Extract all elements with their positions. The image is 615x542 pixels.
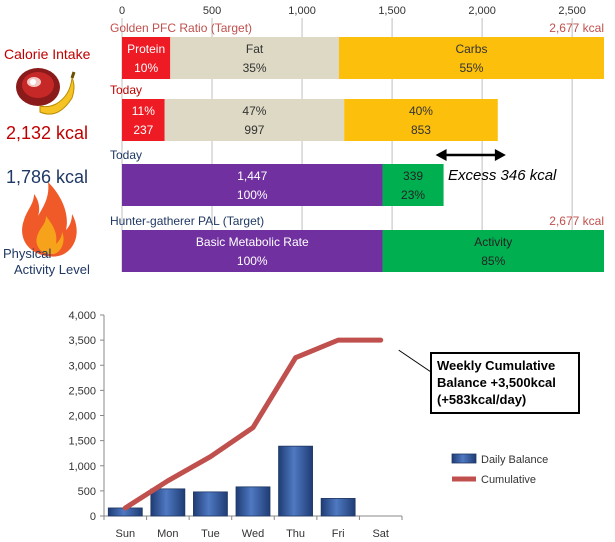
bottom-chart-axes: 0 500 1,000 1,500 2,000 2,500 3,000 3,500 4,000 S…	[68, 310, 403, 540]
bottom-y-tick-label: 1,000	[68, 461, 96, 473]
pal-value: 1,786 kcal	[6, 167, 88, 187]
top-segment-label-1: Activity	[474, 235, 512, 249]
top-row-total-label: 2,677 kcal	[549, 214, 604, 228]
top-segment-label-2: 237	[133, 123, 153, 137]
top-segment-label-1: 47%	[242, 104, 266, 118]
meat-icon	[16, 68, 60, 106]
excess-arrowhead-left	[435, 149, 447, 161]
top-chart-x-axis: 0 500 1,000 1,500 2,000 2,500	[119, 5, 586, 17]
legend-daily-balance-label: Daily Balance	[481, 454, 548, 466]
pal-label-line1: Physical	[3, 246, 52, 261]
bottom-x-tick-label: Wed	[242, 528, 264, 540]
top-bar-segment	[382, 230, 604, 272]
top-chart-row-labels: Golden PFC Ratio (Target) 2,677 kcal Today…	[110, 21, 604, 228]
bottom-y-tick-label: 2,000	[68, 411, 96, 423]
excess-label: Excess 346 kcal	[448, 167, 557, 184]
bottom-y-tick-label: 3,000	[68, 360, 96, 372]
top-x-tick-label: 0	[119, 5, 125, 17]
bottom-chart-cumulative-line	[122, 337, 432, 511]
calorie-intake-value: 2,132 kcal	[6, 123, 88, 143]
legend-cumulative-label: Cumulative	[481, 474, 536, 486]
top-bar-segment	[338, 37, 604, 79]
bottom-x-tick-label: Sat	[372, 528, 389, 540]
cumulative-line	[122, 337, 384, 511]
banana-icon	[39, 71, 76, 115]
callout-pointer	[398, 349, 432, 373]
legend-daily-balance-swatch	[451, 453, 477, 464]
top-bar-segment	[170, 37, 339, 79]
daily-balance-bar	[235, 486, 271, 517]
top-segment-label-2: 85%	[481, 254, 505, 268]
top-segment-label-2: 55%	[459, 61, 483, 75]
top-bar-segment	[122, 99, 165, 141]
bottom-y-tick-label: 4,000	[68, 310, 96, 322]
top-bar-segment	[382, 164, 444, 206]
top-bar-segment	[344, 99, 498, 141]
bottom-x-tick-label: Tue	[201, 528, 220, 540]
daily-balance-bar	[193, 491, 228, 517]
top-segment-label-1: Protein	[127, 42, 165, 56]
top-row-label: Today	[110, 148, 142, 162]
top-segment-label-2: 100%	[237, 254, 268, 268]
top-row-label: Golden PFC Ratio (Target)	[110, 21, 252, 35]
callout-line1: Weekly Cumulative	[437, 358, 556, 373]
top-segment-label-2: 23%	[401, 188, 425, 202]
top-row-total-label: 2,677 kcal	[549, 21, 604, 35]
top-bar-segment	[164, 99, 345, 141]
top-chart-bars: Protein 10% Fat 35% Carbs 55% 11% 237 47% 997 40% 8…	[122, 37, 604, 272]
excess-annotation: Excess 346 kcal	[435, 149, 557, 184]
top-bar-segment	[122, 164, 383, 206]
bottom-x-tick-label: Fri	[332, 528, 345, 540]
top-segment-label-2: 10%	[134, 61, 158, 75]
top-segment-label-2: 35%	[243, 61, 267, 75]
bottom-chart-legend: Daily Balance Cumulative	[451, 453, 548, 486]
bottom-y-tick-label: 0	[90, 511, 96, 523]
top-segment-label-1: 11%	[132, 104, 155, 118]
top-segment-label-1: 339	[403, 169, 423, 183]
top-segment-label-1: 1,447	[237, 169, 267, 183]
calorie-intake-label: Calorie Intake	[4, 46, 91, 62]
daily-balance-bar	[320, 498, 356, 517]
fire-icon	[22, 182, 77, 257]
top-segment-label-2: 997	[244, 123, 264, 137]
top-x-tick-label: 1,000	[288, 5, 316, 17]
top-x-tick-label: 1,500	[378, 5, 406, 17]
top-bar-segment	[122, 230, 383, 272]
pal-label-line2: Activity Level	[14, 262, 90, 277]
daily-balance-bar	[150, 488, 186, 517]
bottom-y-tick-label: 2,500	[68, 385, 96, 397]
top-bar-segment	[122, 37, 171, 79]
daily-balance-bar	[278, 445, 313, 517]
excess-arrowhead-right	[494, 149, 506, 161]
top-segment-label-2: 853	[411, 123, 431, 137]
bottom-chart-bars	[107, 445, 356, 517]
bottom-y-tick-label: 3,500	[68, 335, 96, 347]
top-segment-label-2: 100%	[237, 188, 268, 202]
top-segment-label-1: Basic Metabolic Rate	[196, 235, 309, 249]
bottom-y-tick-label: 1,500	[68, 436, 96, 448]
top-row-label: Today	[110, 83, 142, 97]
bottom-x-tick-label: Mon	[157, 528, 178, 540]
bottom-x-tick-label: Thu	[286, 528, 305, 540]
top-segment-label-1: 40%	[409, 104, 433, 118]
top-row-label: Hunter-gatherer PAL (Target)	[110, 214, 264, 228]
top-x-tick-label: 500	[203, 5, 221, 17]
top-x-tick-label: 2,000	[468, 5, 496, 17]
top-segment-label-1: Fat	[246, 42, 264, 56]
bottom-y-tick-label: 500	[78, 486, 96, 498]
top-x-tick-label: 2,500	[558, 5, 586, 17]
callout-line3: (+583kcal/day)	[437, 392, 527, 407]
bottom-x-tick-label: Sun	[115, 528, 135, 540]
top-segment-label-1: Carbs	[455, 42, 487, 56]
callout-line2: Balance +3,500kcal	[437, 375, 556, 390]
weekly-balance-callout: Weekly Cumulative Balance +3,500kcal (+5…	[430, 352, 580, 414]
